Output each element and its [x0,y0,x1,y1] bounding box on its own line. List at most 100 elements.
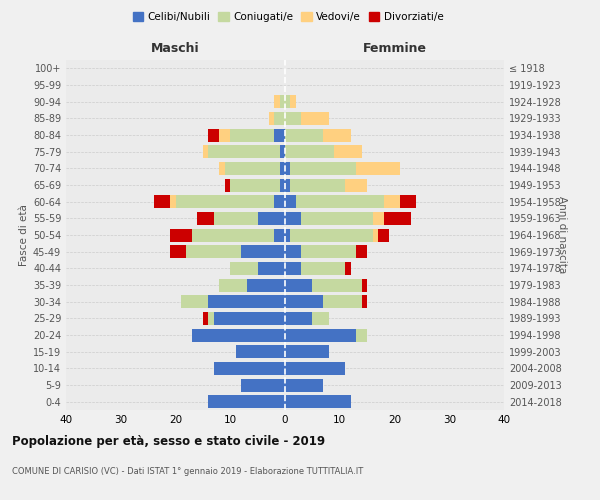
Bar [285,295,323,308]
Bar [285,345,329,358]
Bar [257,262,285,275]
Bar [208,395,285,408]
Bar [285,95,296,108]
Bar [192,228,285,241]
Bar [220,278,285,291]
Bar [208,395,285,408]
Bar [274,112,285,125]
Bar [230,178,285,192]
Bar [192,328,285,342]
Bar [285,395,351,408]
Bar [285,328,356,342]
Bar [220,162,285,175]
Bar [285,278,362,291]
Bar [192,328,285,342]
Bar [285,378,323,392]
Bar [247,278,285,291]
Bar [241,378,285,392]
Text: Maschi: Maschi [151,42,200,55]
Bar [285,195,383,208]
Bar [285,328,367,342]
Bar [285,178,367,192]
Bar [285,212,383,225]
Bar [285,295,362,308]
Bar [285,295,362,308]
Bar [285,312,329,325]
Bar [274,128,285,141]
Bar [236,345,285,358]
Bar [214,362,285,375]
Bar [280,95,285,108]
Bar [285,245,367,258]
Bar [181,295,285,308]
Bar [285,212,373,225]
Bar [285,112,329,125]
Bar [170,228,285,241]
Bar [285,245,301,258]
Bar [230,128,285,141]
Bar [230,262,285,275]
Bar [257,212,285,225]
Text: COMUNE DI CARISIO (VC) - Dati ISTAT 1° gennaio 2019 - Elaborazione TUTTITALIA.IT: COMUNE DI CARISIO (VC) - Dati ISTAT 1° g… [12,468,363,476]
Bar [241,378,285,392]
Bar [285,128,351,141]
Bar [214,212,285,225]
Bar [285,345,329,358]
Bar [285,278,313,291]
Bar [285,328,367,342]
Bar [280,178,285,192]
Bar [274,95,285,108]
Bar [285,345,329,358]
Bar [181,295,285,308]
Bar [274,95,285,108]
Bar [192,328,285,342]
Text: Popolazione per età, sesso e stato civile - 2019: Popolazione per età, sesso e stato civil… [12,435,325,448]
Bar [269,112,285,125]
Bar [285,245,356,258]
Bar [285,228,389,241]
Bar [285,145,334,158]
Bar [208,145,285,158]
Bar [192,328,285,342]
Bar [285,278,367,291]
Bar [285,195,416,208]
Bar [230,262,285,275]
Bar [285,162,400,175]
Bar [208,295,285,308]
Bar [285,378,323,392]
Bar [203,312,285,325]
Bar [285,162,290,175]
Bar [214,362,285,375]
Bar [170,195,285,208]
Bar [285,395,351,408]
Bar [285,178,367,192]
Bar [285,328,367,342]
Bar [214,362,285,375]
Bar [285,178,345,192]
Bar [285,128,351,141]
Bar [285,162,400,175]
Bar [236,345,285,358]
Bar [241,378,285,392]
Bar [230,178,285,192]
Bar [285,112,301,125]
Bar [285,245,356,258]
Bar [285,345,329,358]
Legend: Celibi/Nubili, Coniugati/e, Vedovi/e, Divorziati/e: Celibi/Nubili, Coniugati/e, Vedovi/e, Di… [128,8,448,26]
Bar [241,378,285,392]
Bar [285,128,323,141]
Bar [181,295,285,308]
Bar [285,312,313,325]
Bar [285,145,362,158]
Bar [285,278,362,291]
Bar [236,345,285,358]
Bar [285,395,351,408]
Bar [208,312,285,325]
Y-axis label: Fasce di età: Fasce di età [19,204,29,266]
Bar [208,395,285,408]
Bar [214,362,285,375]
Bar [285,145,362,158]
Bar [214,312,285,325]
Bar [285,228,373,241]
Text: Femmine: Femmine [362,42,427,55]
